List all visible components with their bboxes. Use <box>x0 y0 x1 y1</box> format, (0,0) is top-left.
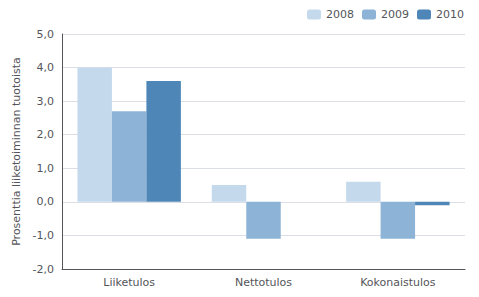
svg-text:Nettotulos: Nettotulos <box>235 276 292 289</box>
svg-text:3,0: 3,0 <box>37 95 55 108</box>
svg-text:2008: 2008 <box>326 8 354 21</box>
svg-text:-2,0: -2,0 <box>33 263 54 276</box>
svg-text:Liiketulos: Liiketulos <box>103 276 155 289</box>
svg-text:2010: 2010 <box>436 8 464 21</box>
svg-text:Prosenttia liiketoiminnan tuot: Prosenttia liiketoiminnan tuotoista <box>10 57 23 246</box>
svg-text:1,0: 1,0 <box>37 162 55 175</box>
svg-text:Kokonaistulos: Kokonaistulos <box>360 276 436 289</box>
svg-text:0,0: 0,0 <box>37 195 55 208</box>
svg-text:2009: 2009 <box>381 8 409 21</box>
svg-text:2,0: 2,0 <box>37 128 55 141</box>
svg-text:4,0: 4,0 <box>37 61 55 74</box>
svg-text:5,0: 5,0 <box>37 28 55 41</box>
svg-text:-1,0: -1,0 <box>33 229 54 242</box>
